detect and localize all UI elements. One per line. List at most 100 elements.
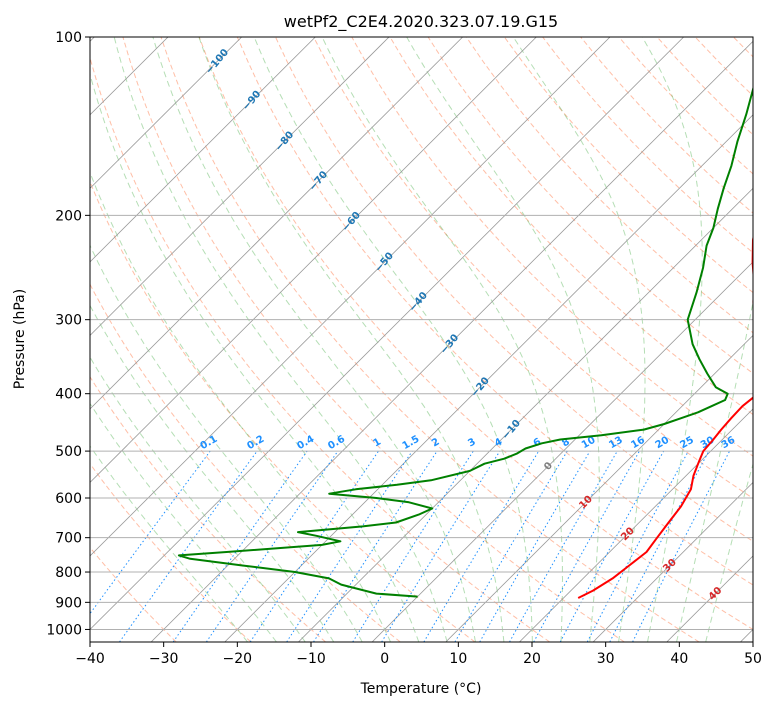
mixing-ratio-label: 30 (699, 435, 717, 452)
y-tick-label: 600 (55, 491, 82, 507)
moist-adiabat-line (90, 402, 277, 642)
moist-adiabat-line (512, 37, 646, 642)
x-axis: −40 −30 −20 −10 0 10 20 30 40 50 (75, 642, 762, 667)
dry-adiabat-line (90, 180, 476, 642)
mixing-ratio-label: 25 (678, 435, 696, 452)
mixing-ratio-label: 2 (430, 436, 442, 449)
mixing-ratio-line (632, 450, 731, 642)
mixing-ratio-line (249, 450, 379, 642)
isotherm-line (298, 187, 753, 642)
dry-adiabat-line (90, 462, 252, 642)
dry-adiabat-line (90, 283, 401, 642)
moist-adiabat-line (198, 37, 505, 642)
mixing-ratio-line (586, 450, 689, 642)
moist-adiabat-line (90, 304, 335, 642)
pressure-gridlines (90, 36, 753, 630)
mixing-ratio-line (286, 450, 413, 642)
isotherm-line (445, 334, 753, 642)
mixing-ratio-line (423, 450, 540, 642)
mixing-ratio-line (172, 450, 308, 642)
x-tick-label: 50 (744, 651, 762, 667)
mixing-ratio-line (609, 450, 710, 642)
moist-adiabat-line (705, 462, 753, 642)
mixing-ratio-line (205, 450, 339, 642)
x-tick-label: −40 (75, 651, 105, 667)
isotherm-line (90, 37, 684, 631)
moist-adiabat-label: 40 (707, 585, 725, 603)
isotherm-line (150, 40, 753, 642)
moist-adiabat-line (90, 72, 420, 642)
dry-adiabat-line (772, 37, 775, 642)
dry-adiabat-line (90, 55, 550, 642)
y-tick-label: 900 (55, 595, 82, 611)
mixing-ratio-label: 0.4 (295, 434, 316, 452)
y-tick-label: 1000 (46, 622, 82, 638)
y-axis: 100 200 300 400 500 600 700 800 900 1000 (46, 30, 90, 638)
mixing-ratio-label: 8 (560, 436, 572, 449)
mixing-ratio-line (313, 450, 438, 642)
dry-adiabat-line (90, 375, 326, 642)
dry-adiabat-line (275, 37, 753, 542)
y-tick-label: 200 (55, 208, 82, 224)
moist-adiabat-line (90, 171, 391, 642)
x-axis-label: Temperature (°C) (360, 681, 482, 697)
moist-adiabat-line (152, 37, 476, 642)
isotherm-line (90, 37, 611, 557)
moist-adiabat-line (253, 37, 533, 642)
mixing-ratio-label: 20 (654, 435, 672, 452)
dry-adiabat-line (90, 546, 177, 642)
y-tick-label: 500 (55, 444, 82, 460)
x-tick-label: 0 (380, 651, 389, 667)
mixing-ratio-label: 0.1 (199, 434, 220, 452)
y-tick-label: 100 (55, 30, 82, 46)
chart-title: wetPf2_C2E4.2020.323.07.19.G15 (284, 12, 558, 32)
isotherm-line (519, 408, 753, 642)
isotherm-line (90, 37, 537, 483)
y-tick-label: 800 (55, 565, 82, 581)
isotherm-line (90, 37, 242, 189)
dry-adiabat-line (122, 37, 625, 642)
dry-adiabat-line (427, 37, 753, 374)
mixing-ratio-label: 36 (720, 435, 738, 452)
mixing-ratio-line (352, 450, 474, 642)
dry-adiabat-line (503, 37, 753, 294)
temperature-profile-line (577, 234, 753, 599)
isotherm-line (592, 481, 753, 642)
moist-adiabat-line (406, 37, 600, 642)
moist-adiabat-line (641, 37, 703, 642)
isotherm-line (90, 37, 390, 336)
isotherm-line (90, 37, 463, 410)
mixing-ratio-line (509, 450, 618, 642)
mixing-ratio-line (559, 450, 665, 642)
moist-adiabat-line (90, 356, 306, 642)
y-axis-label: Pressure (hPa) (12, 289, 28, 389)
isotherm-line (371, 261, 753, 642)
mixing-ratio-line (119, 450, 258, 642)
moist-adiabat-line (321, 37, 563, 642)
x-tick-label: 10 (449, 651, 467, 667)
dry-adiabat-line (198, 37, 753, 630)
dewpoint-profile-line (177, 85, 753, 598)
profile-series (177, 85, 753, 599)
moist-adiabat-line (113, 37, 448, 642)
mixing-ratio-label: 1 (372, 436, 384, 449)
mixing-ratio-label: 3 (466, 436, 478, 449)
mixing-ratio-label: 16 (629, 435, 647, 452)
moist-adiabat-line (90, 445, 248, 642)
mixing-ratio-label: 13 (607, 435, 625, 452)
dry-adiabat-line (236, 37, 753, 586)
moist-adiabat-line (90, 244, 363, 642)
y-tick-label: 700 (55, 531, 82, 547)
line-labels: 0.1 0.2 0.4 0.6 1 1.5 2 3 4 6 8 10 13 16 20 25 30 36−100−… (199, 47, 738, 603)
x-tick-label: −30 (149, 651, 179, 667)
isotherm-line (224, 114, 753, 642)
background-lines (90, 37, 775, 642)
y-tick-label: 300 (55, 313, 82, 329)
dry-adiabat-line (351, 37, 753, 457)
isotherm-line (90, 37, 316, 263)
mixing-ratio-label: 6 (532, 436, 544, 449)
mixing-ratio-line (533, 450, 640, 642)
dry-adiabat-line (160, 37, 700, 642)
dry-adiabat-line (694, 37, 753, 97)
